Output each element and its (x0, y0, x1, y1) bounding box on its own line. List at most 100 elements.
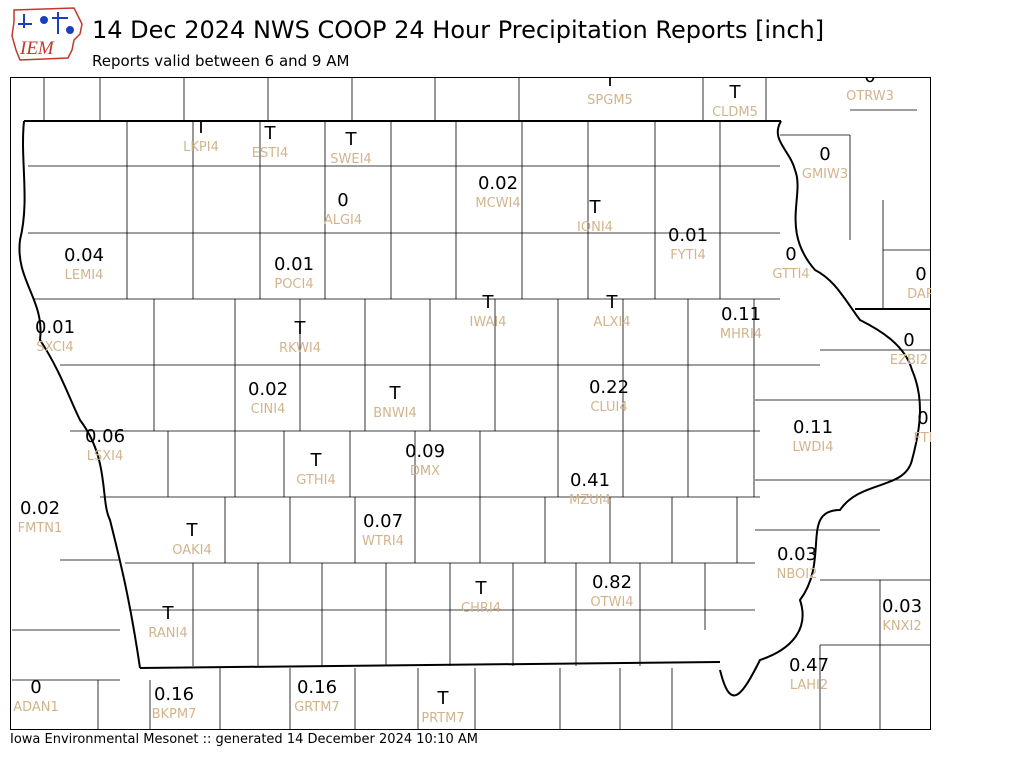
station-id: GTTI4 (772, 267, 809, 282)
station-id: LKPI4 (183, 140, 219, 155)
station-swei4: T SWEI4 (330, 129, 371, 167)
station-cini4: 0.02 CINI4 (248, 379, 288, 417)
station-mzui4: 0.41 MZUI4 (569, 470, 611, 508)
station-esti4: T ESTI4 (252, 123, 289, 161)
station-id: LSXI4 (87, 449, 124, 464)
station-dmx: 0.09 DMX (405, 441, 445, 479)
precip-value: 0.01 (274, 254, 314, 275)
station-id: OAKI4 (172, 543, 212, 558)
precip-value: T (389, 383, 402, 404)
precip-value: 0 (915, 264, 926, 285)
precip-value: T (294, 318, 307, 339)
station-id: RANI4 (148, 626, 187, 641)
mississippi-river-border (719, 120, 921, 697)
station-id: CLUI4 (590, 400, 627, 415)
station-prtm7: T PRTM7 (421, 688, 464, 726)
station-id: POCI4 (274, 277, 313, 292)
station-algi4: 0 ALGI4 (324, 190, 362, 228)
precipitation-map: T SPGM5 T CLDM5 0 OTRW3 T LKPI4 T ESTI4 T SWEI4 0 GMI… (10, 77, 931, 730)
station-id: CINI4 (251, 402, 286, 417)
station-id: GMIW3 (802, 167, 848, 182)
precip-value: T (310, 450, 323, 471)
precip-value: 0 (785, 244, 796, 265)
station-id: FYTI4 (670, 248, 705, 263)
precip-value: 0 (337, 190, 348, 211)
precip-value: 0 (819, 144, 830, 165)
station-id: LWDI4 (792, 440, 833, 455)
precip-value: 0.01 (35, 317, 75, 338)
station-otwi4: 0.82 OTWI4 (590, 572, 633, 610)
station-id: IWAI4 (470, 315, 507, 330)
station-id: NBOI2 (777, 567, 818, 582)
iem-logo: IEM (11, 7, 83, 61)
station-id: DMX (410, 464, 440, 479)
station-lemi4: 0.04 LEMI4 (64, 245, 104, 283)
station-id: BKPM7 (152, 707, 197, 722)
station-id: GTHI4 (296, 473, 335, 488)
precip-value: 0.03 (777, 544, 817, 565)
precip-value: 0 (864, 77, 875, 87)
station-gtti4: 0 GTTI4 (772, 244, 809, 282)
page-subtitle: Reports valid between 6 and 9 AM (92, 52, 350, 70)
precip-value: T (186, 520, 199, 541)
station-bnwi4: T BNWI4 (373, 383, 417, 421)
station-fmtn1: 0.02 FMTN1 (18, 498, 63, 536)
precip-value: 0.02 (20, 498, 60, 519)
state-boundaries (18, 120, 930, 697)
precip-value: 0.02 (248, 379, 288, 400)
station-layer: T SPGM5 T CLDM5 0 OTRW3 T LKPI4 T ESTI4 T SWEI4 0 GMI… (13, 77, 931, 726)
station-id: CLDM5 (712, 105, 758, 120)
precip-value: 0 (30, 677, 41, 698)
station-id: ALGI4 (324, 213, 362, 228)
station-mcwi4: 0.02 MCWI4 (475, 173, 520, 211)
precip-value: 0.11 (793, 417, 833, 438)
precip-value: T (437, 688, 450, 709)
logo-text: IEM (19, 38, 55, 59)
station-otrw3: 0 OTRW3 (846, 77, 894, 104)
station-lsxi4: 0.06 LSXI4 (85, 426, 125, 464)
station-id: ADAN1 (13, 700, 59, 715)
station-cldm5: T CLDM5 (712, 82, 758, 120)
station-dar: 0 DAR (907, 264, 931, 302)
station-id: ALXI4 (593, 315, 630, 330)
precip-value: T (162, 603, 175, 624)
station-chri4: T CHRI4 (461, 578, 501, 616)
precip-value: 0.01 (668, 225, 708, 246)
precip-value: 0.16 (154, 684, 194, 705)
station-clui4: 0.22 CLUI4 (589, 377, 629, 415)
precip-value: 0.04 (64, 245, 104, 266)
station-ezbi2: 0 EZBI2 (890, 330, 928, 368)
station-fti: 0 FTI (913, 408, 931, 446)
precip-value: T (482, 292, 495, 313)
station-adan1: 0 ADAN1 (13, 677, 59, 715)
precip-value: T (589, 197, 602, 218)
station-mhri4: 0.11 MHRI4 (720, 304, 762, 342)
station-bkpm7: 0.16 BKPM7 (152, 684, 197, 722)
precip-value: 0.11 (721, 304, 761, 325)
station-iwai4: T IWAI4 (470, 292, 507, 330)
station-spgm5: T SPGM5 (587, 77, 633, 108)
station-id: LAHI2 (790, 678, 828, 693)
station-id: CHRI4 (461, 601, 501, 616)
precip-value: 0.82 (592, 572, 632, 593)
station-id: PRTM7 (421, 711, 464, 726)
station-id: SWEI4 (330, 152, 371, 167)
precip-value: 0.22 (589, 377, 629, 398)
station-knxi2: 0.03 KNXI2 (882, 596, 922, 634)
precip-value: T (264, 123, 277, 144)
station-id: MHRI4 (720, 327, 762, 342)
station-id: KNXI2 (882, 619, 921, 634)
precip-value: 0.09 (405, 441, 445, 462)
station-lwdi4: 0.11 LWDI4 (792, 417, 833, 455)
map-frame (10, 77, 931, 730)
station-grtm7: 0.16 GRTM7 (294, 677, 340, 715)
precip-value: 0.07 (363, 511, 403, 532)
footer-credit: Iowa Environmental Mesonet :: generated … (10, 732, 478, 747)
station-id: BNWI4 (373, 406, 417, 421)
station-id: ESTI4 (252, 146, 289, 161)
iowa-south-border (139, 661, 721, 669)
station-lahi2: 0.47 LAHI2 (789, 655, 829, 693)
precip-value: T (604, 77, 617, 91)
station-id: SPGM5 (587, 93, 633, 108)
station-id: WTRI4 (362, 534, 404, 549)
